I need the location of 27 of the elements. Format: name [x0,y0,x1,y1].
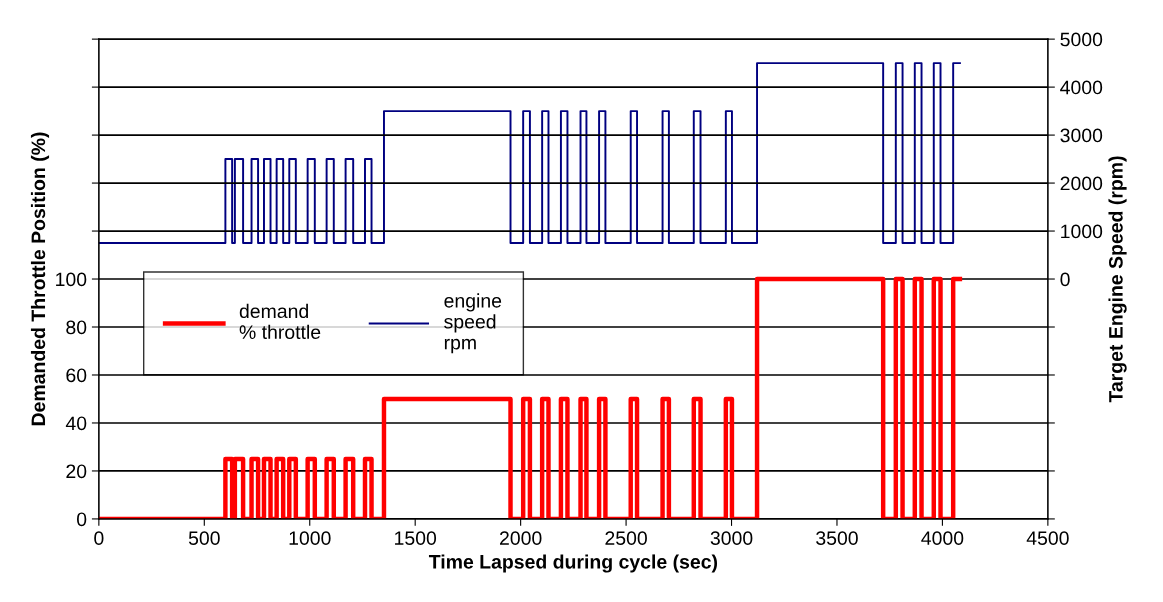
y2-tick-label: 2000 [1060,176,1103,191]
y-axis-title: Demanded Throttle Position (%) [30,132,50,426]
x-axis-title: Time Lapsed during cycle (sec) [428,554,718,573]
x-tick-label: 3500 [816,531,858,546]
y2-tick-label: 5000 [1060,32,1103,47]
y2-tick-label: 1000 [1061,224,1103,239]
y-tick-label: 20 [66,464,87,479]
y2-tick-label: 3000 [1060,128,1103,143]
y-tick-label: 60 [66,368,87,383]
legend-label: demand % throttle [239,303,321,340]
x-tick-label: 4500 [1026,531,1069,546]
x-tick-label: 3000 [710,531,753,546]
x-tick-label: 2000 [499,531,542,546]
y2-tick-label: 0 [1060,272,1070,287]
y-tick-label: 0 [77,512,87,527]
x-tick-label: 2500 [605,531,647,546]
x-tick-label: 4000 [921,531,964,546]
x-tick-label: 1500 [395,531,437,546]
x-tick-label: 1000 [289,531,331,546]
y2-tick-label: 4000 [1060,80,1103,95]
y-tick-label: 100 [56,272,87,287]
y2-axis-title: Target Engine Speed (rpm) [1108,156,1127,403]
y-tick-label: 80 [66,320,87,335]
legend-label: engine speed rpm [444,293,502,354]
x-tick-label: 0 [94,531,104,546]
y-tick-label: 40 [65,416,87,431]
x-tick-label: 500 [188,531,220,546]
